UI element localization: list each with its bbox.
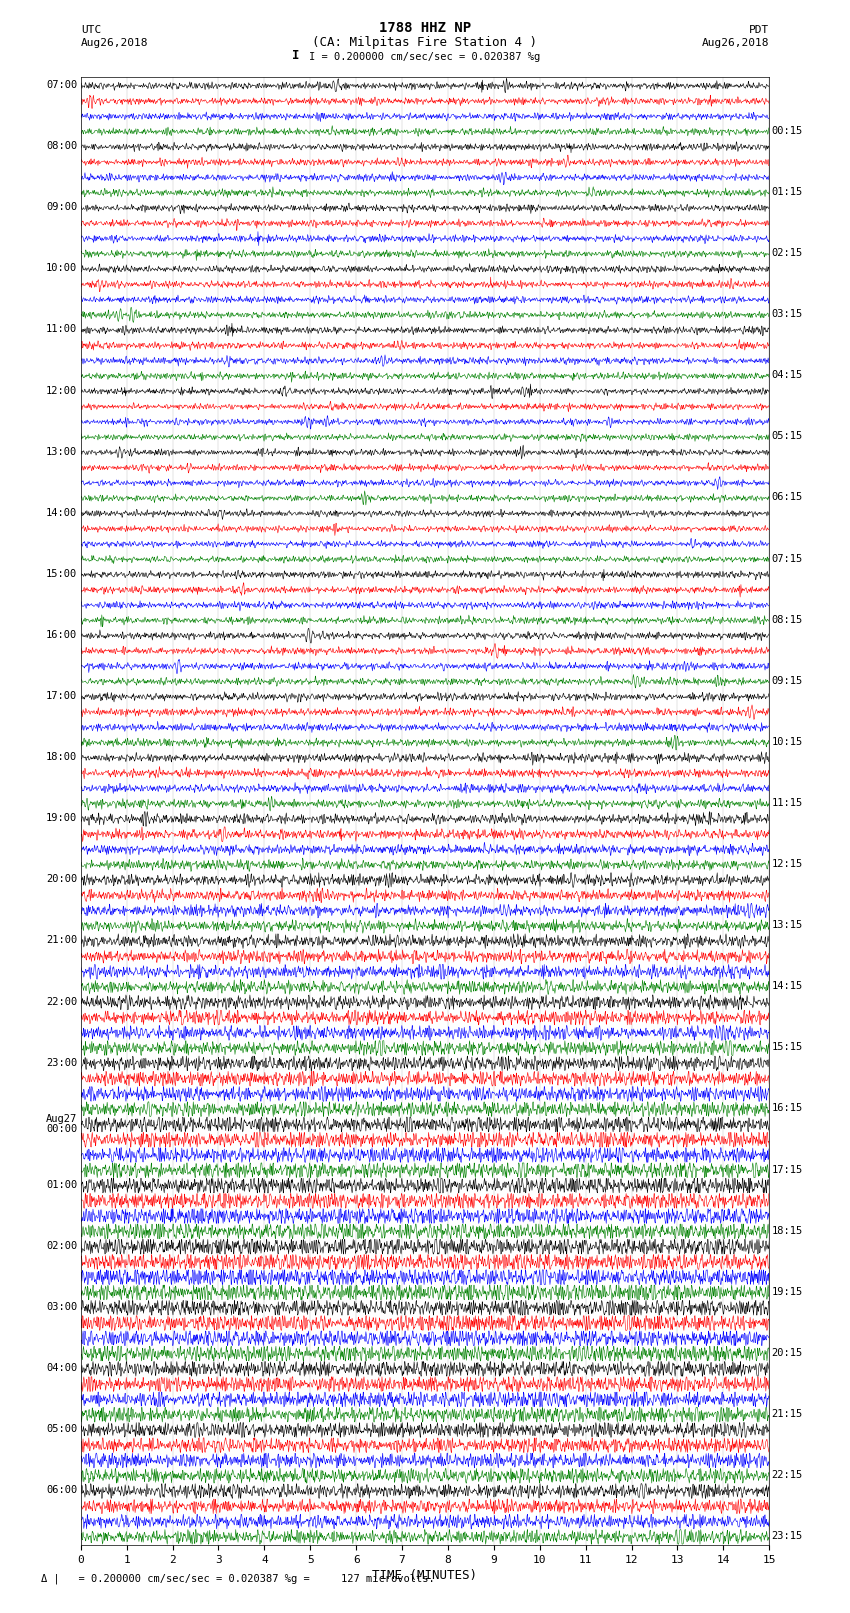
Text: I: I [292,48,299,63]
Text: 20:00: 20:00 [46,874,77,884]
Text: 06:00: 06:00 [46,1486,77,1495]
Text: 04:00: 04:00 [46,1363,77,1373]
X-axis label: TIME (MINUTES): TIME (MINUTES) [372,1569,478,1582]
Text: 23:00: 23:00 [46,1058,77,1068]
Text: 01:15: 01:15 [771,187,802,197]
Text: 13:00: 13:00 [46,447,77,456]
Text: Δ |   = 0.200000 cm/sec/sec = 0.020387 %g =     127 microvolts.: Δ | = 0.200000 cm/sec/sec = 0.020387 %g … [41,1573,434,1584]
Text: 17:00: 17:00 [46,690,77,702]
Text: 17:15: 17:15 [771,1165,802,1174]
Text: 10:00: 10:00 [46,263,77,273]
Text: 15:00: 15:00 [46,569,77,579]
Text: 08:00: 08:00 [46,142,77,152]
Text: 16:00: 16:00 [46,631,77,640]
Text: (CA: Milpitas Fire Station 4 ): (CA: Milpitas Fire Station 4 ) [313,35,537,50]
Text: 21:15: 21:15 [771,1408,802,1419]
Text: 18:15: 18:15 [771,1226,802,1236]
Text: 11:15: 11:15 [771,798,802,808]
Text: 02:15: 02:15 [771,248,802,258]
Text: 04:15: 04:15 [771,371,802,381]
Text: Aug26,2018: Aug26,2018 [702,39,769,48]
Text: 09:00: 09:00 [46,202,77,213]
Text: 11:00: 11:00 [46,324,77,334]
Text: UTC: UTC [81,24,101,35]
Text: 03:00: 03:00 [46,1302,77,1311]
Text: 22:15: 22:15 [771,1469,802,1481]
Text: 10:15: 10:15 [771,737,802,747]
Text: 18:00: 18:00 [46,752,77,761]
Text: 19:00: 19:00 [46,813,77,823]
Text: 1788 HHZ NP: 1788 HHZ NP [379,21,471,35]
Text: 01:00: 01:00 [46,1179,77,1190]
Text: 08:15: 08:15 [771,615,802,624]
Text: 15:15: 15:15 [771,1042,802,1052]
Text: I = 0.200000 cm/sec/sec = 0.020387 %g: I = 0.200000 cm/sec/sec = 0.020387 %g [309,52,541,63]
Text: 07:15: 07:15 [771,553,802,563]
Text: 05:15: 05:15 [771,431,802,442]
Text: 00:00: 00:00 [46,1124,77,1134]
Text: 00:15: 00:15 [771,126,802,135]
Text: 06:15: 06:15 [771,492,802,503]
Text: Aug27: Aug27 [46,1113,77,1124]
Text: 14:15: 14:15 [771,981,802,992]
Text: 14:00: 14:00 [46,508,77,518]
Text: Aug26,2018: Aug26,2018 [81,39,148,48]
Text: 03:15: 03:15 [771,310,802,319]
Text: 22:00: 22:00 [46,997,77,1007]
Text: 12:00: 12:00 [46,386,77,395]
Text: 23:15: 23:15 [771,1531,802,1540]
Text: 05:00: 05:00 [46,1424,77,1434]
Text: 19:15: 19:15 [771,1287,802,1297]
Text: 21:00: 21:00 [46,936,77,945]
Text: 09:15: 09:15 [771,676,802,686]
Text: 16:15: 16:15 [771,1103,802,1113]
Text: PDT: PDT [749,24,769,35]
Text: 20:15: 20:15 [771,1348,802,1358]
Text: 13:15: 13:15 [771,919,802,931]
Text: 02:00: 02:00 [46,1240,77,1252]
Text: 12:15: 12:15 [771,860,802,869]
Text: 07:00: 07:00 [46,81,77,90]
